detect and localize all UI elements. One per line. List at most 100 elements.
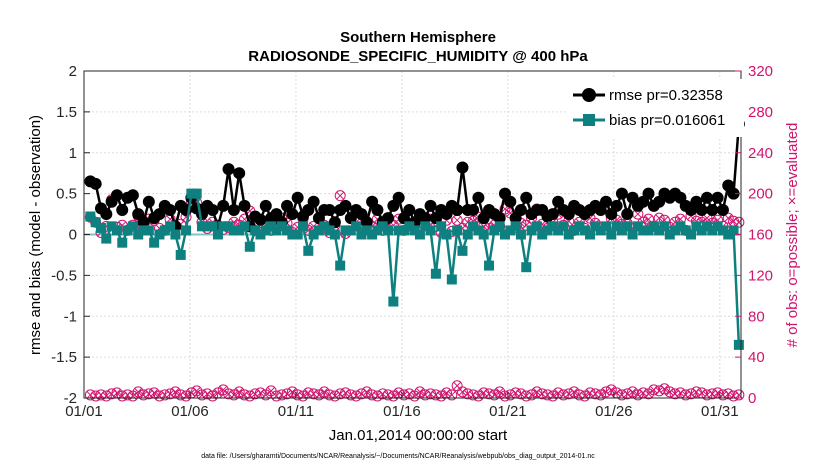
obs-count-point bbox=[313, 389, 325, 401]
rmse-point bbox=[546, 208, 559, 221]
bias-point bbox=[484, 260, 495, 271]
y-tick-label-left: 0.5 bbox=[56, 186, 77, 203]
x-tick-label: 01/16 bbox=[383, 403, 421, 420]
bias-point bbox=[585, 229, 596, 240]
bias-point bbox=[223, 221, 234, 232]
axis-ticks: 01/01 01/06 01/11 01/16 01/21 01/26 01/31 -2 -1.… bbox=[51, 63, 773, 420]
obs-count-point bbox=[403, 388, 415, 400]
bias-point bbox=[462, 229, 473, 240]
series-layer bbox=[84, 118, 745, 402]
bias-point bbox=[170, 229, 181, 240]
obs-count-point bbox=[653, 385, 665, 397]
bias-point bbox=[712, 221, 723, 232]
bias-point bbox=[313, 225, 324, 236]
rmse-point bbox=[621, 208, 634, 221]
rmse-point bbox=[472, 191, 485, 204]
bias-point bbox=[457, 245, 468, 256]
rmse-point bbox=[615, 187, 628, 200]
bias-point bbox=[515, 229, 526, 240]
obs-count-point bbox=[722, 212, 734, 224]
rmse-point bbox=[371, 203, 384, 216]
bias-point bbox=[499, 229, 510, 240]
bias-point bbox=[579, 225, 590, 236]
obs-count-cross bbox=[320, 388, 329, 396]
bias-point bbox=[95, 222, 106, 233]
bias-point bbox=[388, 296, 399, 307]
obs-count-point bbox=[526, 389, 538, 401]
y-tick-label-left: 1 bbox=[69, 145, 77, 162]
bias-point bbox=[111, 225, 122, 236]
rmse-point bbox=[392, 191, 405, 204]
obs-count-point bbox=[334, 190, 346, 202]
bias-point bbox=[430, 268, 441, 279]
obs-count-point bbox=[547, 390, 559, 402]
obs-count-point bbox=[355, 388, 367, 400]
bias-point bbox=[292, 229, 303, 240]
x-tick-label: 01/06 bbox=[171, 403, 209, 420]
rmse-point bbox=[419, 212, 432, 225]
rmse-point bbox=[307, 195, 320, 208]
bias-point bbox=[165, 221, 176, 232]
rmse-point bbox=[716, 203, 729, 216]
rmse-point bbox=[233, 167, 246, 180]
bias-point bbox=[494, 221, 505, 232]
y-tick-label-left: 0 bbox=[69, 227, 77, 244]
obs-count-cross bbox=[495, 388, 504, 396]
bias-point bbox=[377, 221, 388, 232]
rmse-point bbox=[164, 203, 177, 216]
bias-point bbox=[468, 221, 479, 232]
rmse-point bbox=[642, 187, 655, 200]
obs-count-point bbox=[207, 390, 219, 402]
rmse-point bbox=[403, 203, 416, 216]
obs-count-point bbox=[605, 384, 617, 396]
bias-point bbox=[154, 229, 165, 240]
bias-point bbox=[398, 225, 409, 236]
x-tick-label: 01/21 bbox=[489, 403, 527, 420]
bias-point bbox=[473, 225, 484, 236]
rmse-point bbox=[456, 161, 469, 174]
rmse-point bbox=[126, 189, 139, 202]
bias-point bbox=[547, 221, 558, 232]
data-file-footnote: data file: /Users/gharamti/Documents/NCA… bbox=[201, 453, 595, 460]
bias-point bbox=[329, 229, 340, 240]
obs-count-point bbox=[244, 390, 256, 402]
bias-point bbox=[345, 225, 356, 236]
bias-point bbox=[159, 225, 170, 236]
rmse-point bbox=[100, 208, 113, 221]
bias-point bbox=[212, 229, 223, 240]
bias-point bbox=[266, 221, 277, 232]
rmse-point bbox=[259, 199, 272, 212]
obs-count-point bbox=[653, 212, 665, 224]
obs-count-cross bbox=[192, 386, 201, 395]
y-tick-label-right: 200 bbox=[748, 186, 773, 203]
x-tick-label: 01/11 bbox=[278, 403, 314, 420]
bias-point bbox=[723, 229, 734, 240]
bias-point bbox=[563, 229, 574, 240]
rmse-point bbox=[695, 203, 708, 216]
bias-point bbox=[175, 249, 186, 260]
y-tick-label-left: -1 bbox=[64, 308, 77, 325]
obs-count-point bbox=[627, 386, 639, 398]
bias-point bbox=[441, 229, 452, 240]
bias-point bbox=[691, 221, 702, 232]
obs-count-point bbox=[286, 386, 298, 398]
rmse-point bbox=[382, 212, 395, 225]
bias-point bbox=[414, 229, 425, 240]
y-axis-label-left: rmse and bias (model - observation) bbox=[27, 115, 44, 355]
rmse-point bbox=[700, 191, 713, 204]
y-tick-label-left: 1.5 bbox=[56, 104, 77, 121]
legend-bias-label: bias pr=0.016061 bbox=[609, 112, 725, 129]
bias-point bbox=[133, 229, 144, 240]
bias-point bbox=[606, 229, 617, 240]
rmse-point bbox=[238, 199, 251, 212]
y-tick-label-right: 280 bbox=[748, 104, 773, 121]
bias-point bbox=[308, 229, 319, 240]
obs-count-point bbox=[515, 388, 527, 400]
rmse-point bbox=[254, 213, 267, 226]
obs-count-point bbox=[180, 390, 192, 402]
rmse-point bbox=[323, 203, 336, 216]
rmse-point bbox=[206, 203, 219, 216]
bias-point bbox=[664, 229, 675, 240]
obs-count-point bbox=[318, 386, 330, 398]
